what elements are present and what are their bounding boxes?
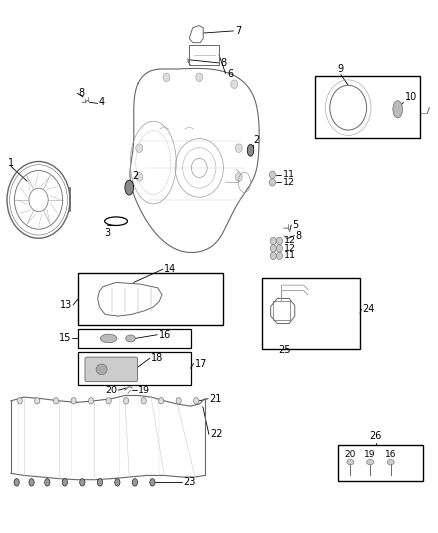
Ellipse shape bbox=[347, 459, 354, 465]
Ellipse shape bbox=[132, 479, 138, 486]
Text: 12: 12 bbox=[284, 244, 296, 253]
Ellipse shape bbox=[29, 479, 34, 486]
Circle shape bbox=[176, 398, 181, 404]
Bar bbox=[78, 352, 191, 385]
Ellipse shape bbox=[62, 479, 67, 486]
Circle shape bbox=[17, 398, 22, 404]
Text: 22: 22 bbox=[210, 430, 223, 439]
Text: 11: 11 bbox=[283, 171, 294, 179]
Text: 26: 26 bbox=[370, 431, 382, 441]
Circle shape bbox=[163, 73, 170, 82]
Text: 18: 18 bbox=[151, 353, 163, 363]
Text: 16: 16 bbox=[159, 330, 171, 340]
Text: 12: 12 bbox=[283, 178, 294, 187]
Ellipse shape bbox=[387, 459, 394, 465]
Text: 16: 16 bbox=[385, 450, 396, 458]
Text: 21: 21 bbox=[209, 394, 222, 403]
Text: 1: 1 bbox=[8, 158, 14, 167]
Circle shape bbox=[53, 398, 59, 404]
Circle shape bbox=[231, 80, 238, 88]
Text: 4: 4 bbox=[99, 98, 105, 107]
Circle shape bbox=[235, 144, 242, 152]
Text: 8: 8 bbox=[78, 88, 84, 98]
Text: 7: 7 bbox=[236, 26, 242, 36]
Text: 2: 2 bbox=[253, 135, 259, 145]
Text: 2: 2 bbox=[132, 171, 138, 181]
Circle shape bbox=[270, 252, 276, 260]
Text: 19: 19 bbox=[364, 450, 376, 458]
Bar bbox=[273, 301, 290, 320]
Ellipse shape bbox=[100, 334, 117, 343]
Text: 6: 6 bbox=[227, 69, 233, 78]
Text: 20: 20 bbox=[345, 450, 356, 458]
Circle shape bbox=[270, 237, 276, 245]
Circle shape bbox=[269, 171, 276, 179]
Bar bbox=[315, 76, 420, 138]
Text: 25: 25 bbox=[278, 345, 291, 356]
Ellipse shape bbox=[97, 479, 102, 486]
Text: 9: 9 bbox=[338, 63, 344, 74]
Text: 14: 14 bbox=[164, 264, 177, 274]
Ellipse shape bbox=[150, 479, 155, 486]
Circle shape bbox=[71, 398, 76, 404]
Circle shape bbox=[106, 398, 111, 404]
Bar bbox=[262, 278, 360, 349]
Circle shape bbox=[124, 398, 129, 404]
Text: 8: 8 bbox=[296, 231, 302, 240]
Bar bbox=[189, 45, 219, 65]
Ellipse shape bbox=[45, 479, 50, 486]
Circle shape bbox=[141, 398, 146, 404]
Bar bbox=[338, 445, 423, 481]
Text: 10: 10 bbox=[405, 92, 417, 102]
FancyBboxPatch shape bbox=[85, 357, 138, 382]
Ellipse shape bbox=[14, 479, 19, 486]
Text: 13: 13 bbox=[60, 300, 72, 310]
Ellipse shape bbox=[96, 364, 107, 375]
Circle shape bbox=[196, 73, 203, 82]
Circle shape bbox=[88, 398, 94, 404]
Text: 19: 19 bbox=[138, 386, 150, 394]
Circle shape bbox=[136, 173, 143, 181]
Circle shape bbox=[235, 173, 242, 181]
Ellipse shape bbox=[367, 459, 374, 465]
Circle shape bbox=[276, 237, 283, 245]
Ellipse shape bbox=[393, 101, 403, 118]
Ellipse shape bbox=[126, 335, 135, 342]
Text: 8: 8 bbox=[220, 58, 226, 68]
Circle shape bbox=[270, 245, 276, 252]
Circle shape bbox=[35, 398, 40, 404]
Ellipse shape bbox=[125, 180, 134, 195]
Text: 20: 20 bbox=[106, 386, 117, 394]
Text: 24: 24 bbox=[363, 304, 375, 314]
Text: 3: 3 bbox=[104, 228, 110, 238]
Ellipse shape bbox=[115, 479, 120, 486]
Circle shape bbox=[276, 252, 283, 260]
Ellipse shape bbox=[247, 144, 254, 156]
Text: 23: 23 bbox=[183, 478, 195, 487]
Text: 12: 12 bbox=[284, 237, 296, 245]
Circle shape bbox=[136, 144, 143, 152]
Bar bbox=[78, 273, 223, 325]
Bar bbox=[78, 329, 191, 348]
Text: 11: 11 bbox=[284, 252, 296, 260]
Circle shape bbox=[269, 179, 276, 186]
Text: 17: 17 bbox=[195, 359, 207, 368]
Text: 15: 15 bbox=[59, 334, 71, 343]
Circle shape bbox=[276, 245, 283, 252]
Circle shape bbox=[194, 398, 199, 404]
Ellipse shape bbox=[80, 479, 85, 486]
Text: 5: 5 bbox=[293, 220, 299, 230]
Circle shape bbox=[159, 398, 164, 404]
